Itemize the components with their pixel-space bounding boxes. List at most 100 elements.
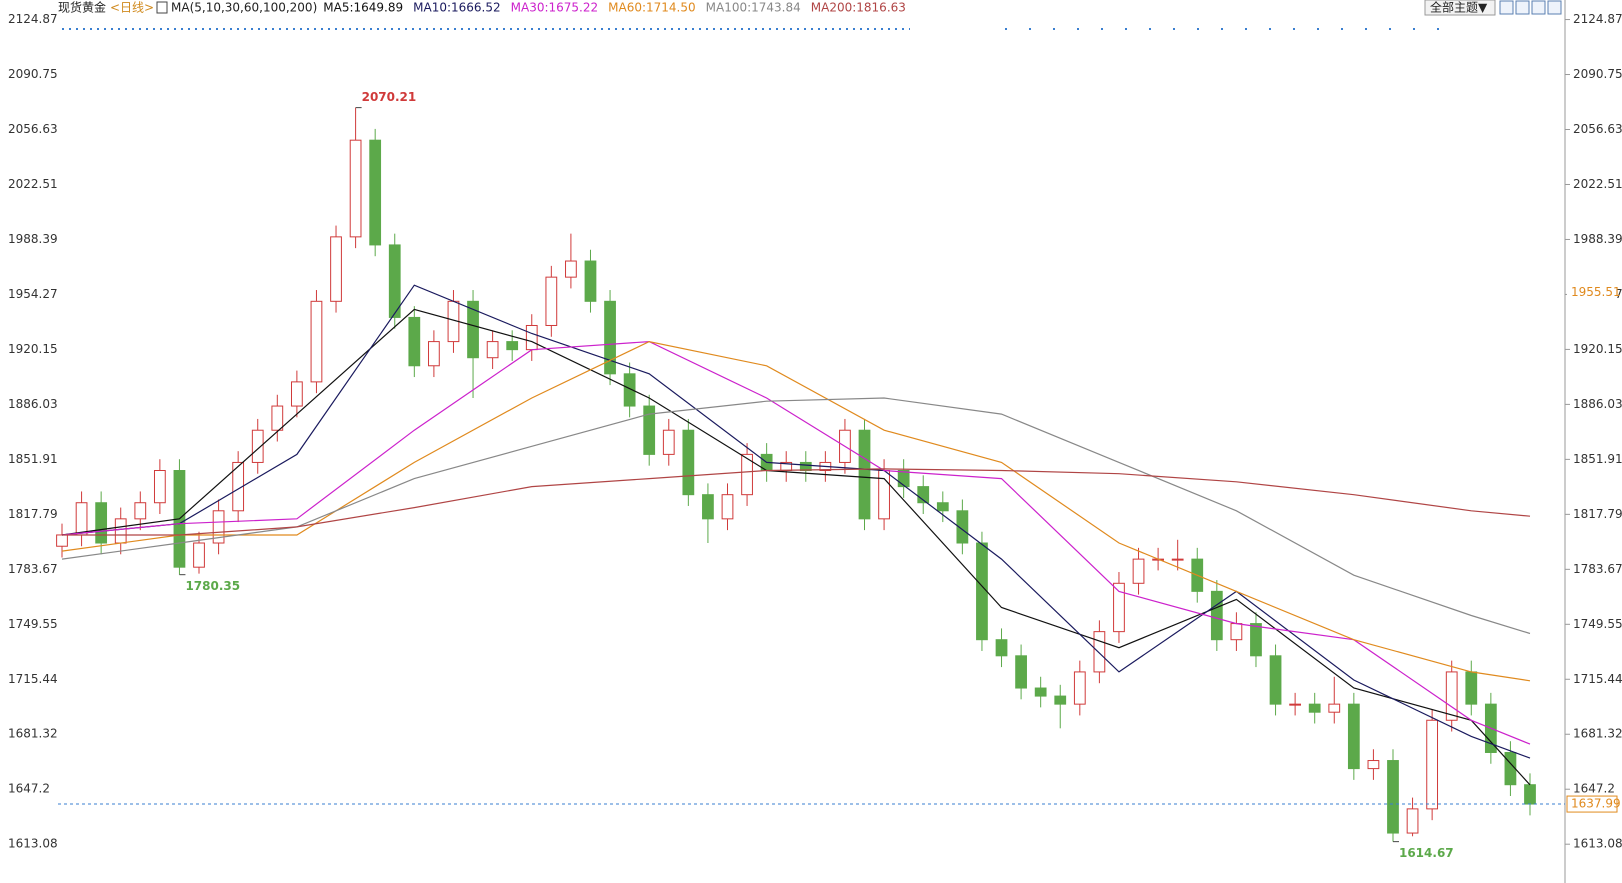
y-tick-label: 2124.87 — [8, 12, 58, 26]
candle-body — [1171, 558, 1184, 561]
ma-line — [61, 397, 1531, 635]
candle-body — [467, 300, 479, 359]
candle-body — [565, 260, 577, 278]
instrument-title: 现货黄金 — [58, 0, 106, 15]
y-tick-label: 1851.91 — [8, 452, 58, 466]
candle-body — [858, 429, 871, 520]
theme-button-label[interactable]: 全部主题▼ — [1430, 0, 1488, 15]
y-tick-label: 1783.67 — [1573, 562, 1622, 576]
candle-body — [75, 502, 88, 536]
extreme-label: 1614.67 — [1399, 846, 1454, 860]
candle-body — [486, 341, 499, 359]
tool-icon[interactable] — [1531, 0, 1546, 15]
last-price-label: 1637.99 — [1571, 797, 1621, 811]
extreme-label: 2070.21 — [362, 90, 417, 104]
tool-icon[interactable] — [1515, 0, 1530, 15]
candle-body — [232, 461, 245, 512]
marker-price-label: 1955.51 — [1571, 285, 1621, 299]
candle-body — [1289, 703, 1302, 706]
candle-body — [193, 542, 205, 568]
y-tick-label: 2090.75 — [8, 67, 58, 81]
tool-icon[interactable] — [1499, 0, 1514, 15]
y-tick-label: 1647.2 — [8, 782, 50, 796]
candle-body — [349, 139, 362, 238]
y-tick-label: 1988.39 — [8, 232, 58, 246]
candle-body — [1073, 671, 1086, 705]
candle-body — [1387, 760, 1399, 834]
candle-body — [1210, 590, 1223, 641]
candle-body — [1367, 760, 1380, 770]
candle-body — [917, 486, 930, 504]
y-tick-label: 1613.08 — [8, 837, 58, 851]
candle-body — [643, 405, 656, 455]
y-tick-label: 1715.44 — [1573, 672, 1622, 686]
y-tick-label: 1851.91 — [1573, 452, 1622, 466]
legend-entry: MA30:1675.22 — [511, 1, 599, 15]
candle-body — [271, 405, 284, 431]
candle-body — [1328, 703, 1341, 713]
legend-entry: MA5:1649.89 — [323, 1, 403, 15]
candle-body — [995, 639, 1008, 657]
y-tick-label: 2022.51 — [1573, 177, 1622, 191]
tool-icon[interactable] — [1547, 0, 1562, 15]
candle-body — [1445, 671, 1458, 721]
candle-body — [1034, 687, 1047, 697]
candle-body — [114, 518, 127, 544]
ma-icon[interactable] — [156, 1, 168, 14]
legend-entry: MA200:1816.63 — [811, 1, 906, 15]
y-tick-label: 2090.75 — [1573, 67, 1622, 81]
ma-line — [61, 308, 1531, 786]
y-tick-label: 1817.79 — [1573, 507, 1622, 521]
candle-body — [506, 341, 519, 351]
ma-line — [61, 340, 1531, 745]
candle-body — [799, 461, 812, 472]
candle-body — [408, 316, 421, 367]
candle-body — [1465, 671, 1478, 705]
candle-body — [702, 494, 714, 520]
candle-body — [1308, 703, 1321, 713]
candle-body — [741, 453, 753, 496]
candle-body — [310, 300, 323, 383]
extreme-label: 1780.35 — [185, 579, 240, 593]
y-tick-label: 1920.15 — [1573, 342, 1622, 356]
candle-body — [976, 542, 988, 641]
candle-body — [897, 470, 910, 488]
y-tick-label: 1681.32 — [1573, 727, 1622, 741]
candle-body — [1093, 631, 1106, 673]
theme-button[interactable] — [1424, 0, 1496, 16]
candle-body — [134, 502, 147, 520]
header: 现货黄金 <日线> MA(5,10,30,60,100,200) MA5:164… — [58, 0, 906, 15]
y-tick-label: 1613.08 — [1573, 837, 1622, 851]
y-tick-label: 1988.39 — [1573, 232, 1622, 246]
candle-body — [1132, 558, 1145, 584]
candle-body — [56, 534, 68, 547]
candle-body — [388, 244, 401, 318]
y-tick-label: 1783.67 — [8, 562, 58, 576]
y-tick-label: 1817.79 — [8, 507, 58, 521]
ma-line — [61, 340, 1531, 682]
candle-body — [682, 429, 695, 496]
candle-body — [251, 429, 264, 463]
candle-body — [936, 502, 949, 512]
ma-line — [61, 284, 1531, 759]
candle-body — [290, 381, 303, 407]
candle-body — [95, 502, 108, 544]
y-tick-label: 1886.03 — [1573, 397, 1622, 411]
candle-body — [369, 139, 382, 246]
candle-body — [1406, 808, 1419, 834]
legend-entry: MA60:1714.50 — [608, 1, 696, 15]
candle-body — [1054, 695, 1067, 705]
candle-body — [1269, 655, 1282, 705]
candle-body — [212, 510, 225, 544]
candle-body — [1426, 719, 1439, 810]
y-tick-label: 2124.87 — [1573, 12, 1622, 26]
candle-body — [721, 494, 734, 520]
legend-entry: MA10:1666.52 — [413, 1, 501, 15]
period-label[interactable]: <日线> — [110, 1, 154, 15]
last-price-box — [1566, 795, 1618, 813]
candle-body — [662, 429, 675, 455]
candle-body — [584, 260, 597, 302]
y-tick-label: 2056.63 — [1573, 122, 1622, 136]
y-tick-label: 1681.32 — [8, 727, 58, 741]
y-tick-label: 1749.55 — [1573, 617, 1622, 631]
